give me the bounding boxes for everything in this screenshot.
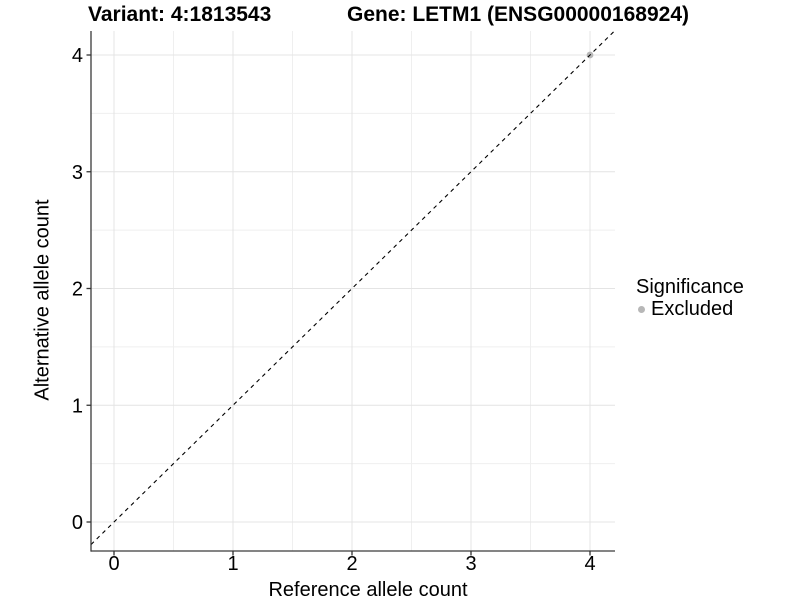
x-axis-title: Reference allele count	[268, 579, 468, 600]
legend-item-label: Excluded	[651, 298, 734, 320]
identity-line	[90, 30, 615, 545]
legend-title: Significance	[636, 276, 744, 298]
y-tick-label: 1	[72, 395, 83, 417]
y-tick-label: 2	[72, 279, 83, 301]
x-tick-label: 3	[465, 553, 476, 575]
y-axis-title: Alternative allele count	[31, 199, 54, 401]
x-tick-label: 2	[346, 553, 357, 575]
legend: Significance Excluded	[636, 276, 744, 319]
excluded-point-icon	[638, 305, 645, 313]
plot-title-gene: Gene: LETM1 (ENSG00000168924)	[347, 3, 689, 26]
plot-title-variant: Variant: 4:1813543	[88, 3, 272, 26]
x-tick-label: 4	[584, 553, 595, 575]
y-tick-label: 0	[72, 512, 83, 534]
x-tick-label: 0	[108, 553, 119, 575]
x-tick-label: 1	[227, 553, 238, 575]
y-tick-label: 3	[72, 162, 83, 184]
legend-item-excluded: Excluded	[636, 299, 744, 319]
y-tick-label: 4	[72, 45, 83, 67]
